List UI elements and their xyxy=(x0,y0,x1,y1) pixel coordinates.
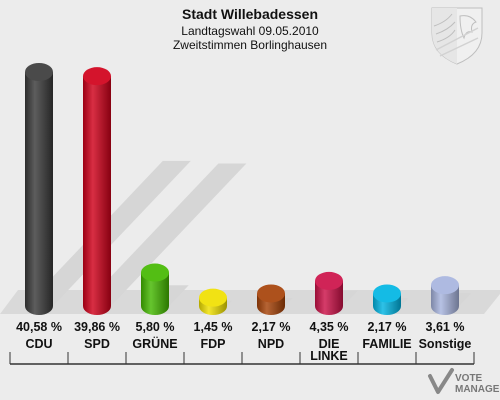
value-label: 3,61 % xyxy=(426,320,465,334)
category-label: GRÜNE xyxy=(132,336,177,351)
value-label: 39,86 % xyxy=(74,320,120,334)
bar-cap xyxy=(83,67,111,86)
floor-plane xyxy=(0,290,500,314)
bar-cap xyxy=(199,288,227,307)
bar-cap xyxy=(315,271,343,290)
bar-body xyxy=(141,272,169,315)
brand-line-2: MANAGER xyxy=(455,384,500,395)
bar-grüne xyxy=(141,263,169,315)
chart-floor xyxy=(0,290,500,314)
value-label: 2,17 % xyxy=(368,320,407,334)
bar-cap xyxy=(141,263,169,282)
chart-title: Stadt Willebadessen xyxy=(182,6,318,22)
category-label: SPD xyxy=(84,337,110,351)
bar-cap xyxy=(257,284,285,303)
coat-of-arms-icon xyxy=(431,7,483,65)
category-label: FDP xyxy=(201,337,226,351)
value-label: 40,58 % xyxy=(16,320,62,334)
bar-cap xyxy=(431,276,459,295)
bar-cap xyxy=(25,63,53,81)
chart-subtitle-election: Landtagswahl 09.05.2010 xyxy=(181,24,319,38)
brand-line-1: VOTE xyxy=(455,373,483,384)
category-label: DIE xyxy=(319,337,340,351)
bar-body xyxy=(315,280,343,315)
bar-spd xyxy=(83,67,111,316)
bar-cdu xyxy=(25,63,53,315)
category-label: Sonstige xyxy=(419,337,472,351)
bar-familie xyxy=(373,284,401,315)
category-label: FAMILIE xyxy=(362,337,411,351)
bar-body xyxy=(25,72,53,315)
value-label: 1,45 % xyxy=(194,320,233,334)
value-label: 2,17 % xyxy=(252,320,291,334)
checkmark-icon xyxy=(428,368,454,394)
bar-sonstige xyxy=(431,276,459,315)
bar-fdp xyxy=(199,288,227,315)
vote-manager-logo: VOTE MANAGER xyxy=(428,368,500,395)
bar-body xyxy=(83,76,111,316)
chart-subtitle-district: Zweitstimmen Borlinghausen xyxy=(173,38,327,52)
bar-shadow xyxy=(83,163,247,306)
bar-npd xyxy=(257,284,285,315)
category-label: LINKE xyxy=(310,349,348,363)
category-label: CDU xyxy=(25,337,52,351)
category-label: NPD xyxy=(258,337,284,351)
bar-cap xyxy=(373,284,401,303)
value-labels: 40,58 % 39,86 % 5,80 % 1,45 % 2,17 % 4,35 % 2,… xyxy=(16,320,464,334)
value-label: 4,35 % xyxy=(310,320,349,334)
value-label: 5,80 % xyxy=(136,320,175,334)
bars xyxy=(25,63,459,316)
bar-die-linke xyxy=(315,271,343,315)
